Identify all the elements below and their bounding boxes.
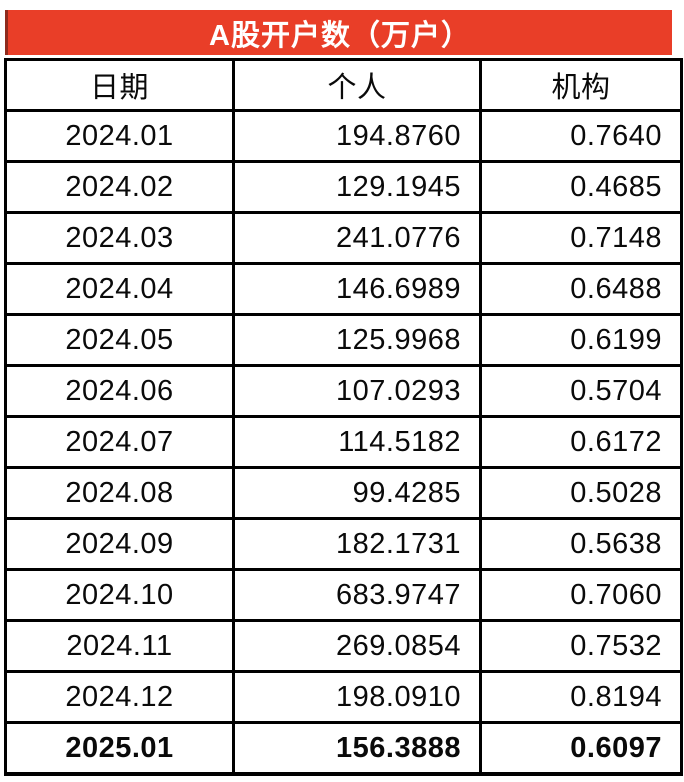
column-header-date: 日期 [4, 58, 235, 112]
table-row: 2024.03 241.0776 0.7148 [4, 211, 683, 265]
individual-value-cell: 107.0293 [232, 364, 482, 418]
institution-value-cell: 0.5704 [479, 364, 683, 418]
date-cell: 2025.01 [4, 721, 235, 776]
individual-value-cell: 125.9968 [232, 313, 482, 367]
table-row: 2024.06 107.0293 0.5704 [4, 364, 683, 418]
table-row: 2024.10 683.9747 0.7060 [4, 568, 683, 622]
institution-value-cell: 0.5028 [479, 466, 683, 520]
table-row: 2024.04 146.6989 0.6488 [4, 262, 683, 316]
date-cell: 2024.09 [4, 517, 235, 571]
date-cell: 2024.07 [4, 415, 235, 469]
institution-value-cell: 0.6488 [479, 262, 683, 316]
individual-value-cell: 241.0776 [232, 211, 482, 265]
individual-value-cell: 198.0910 [232, 670, 482, 724]
account-openings-table: 日期 个人 机构 2024.01 194.8760 0.7640 2024.02 129… [4, 58, 683, 776]
table-body: 2024.01 194.8760 0.7640 2024.02 129.1945 0.46… [4, 109, 683, 776]
institution-value-cell: 0.6097 [479, 721, 683, 776]
individual-value-cell: 156.3888 [232, 721, 482, 776]
institution-value-cell: 0.6199 [479, 313, 683, 367]
date-cell: 2024.11 [4, 619, 235, 673]
individual-value-cell: 146.6989 [232, 262, 482, 316]
table-title-banner: A股开户数（万户） [5, 10, 672, 55]
individual-value-cell: 182.1731 [232, 517, 482, 571]
date-cell: 2024.01 [4, 109, 235, 163]
date-cell: 2024.02 [4, 160, 235, 214]
institution-value-cell: 0.7532 [479, 619, 683, 673]
date-cell: 2024.10 [4, 568, 235, 622]
table-row: 2024.11 269.0854 0.7532 [4, 619, 683, 673]
table-row: 2024.09 182.1731 0.5638 [4, 517, 683, 571]
column-header-institution: 机构 [479, 58, 683, 112]
table-row: 2024.12 198.0910 0.8194 [4, 670, 683, 724]
individual-value-cell: 114.5182 [232, 415, 482, 469]
institution-value-cell: 0.7148 [479, 211, 683, 265]
table-row: 2024.08 99.4285 0.5028 [4, 466, 683, 520]
table-row: 2025.01 156.3888 0.6097 [4, 721, 683, 776]
table-row: 2024.02 129.1945 0.4685 [4, 160, 683, 214]
individual-value-cell: 129.1945 [232, 160, 482, 214]
column-header-individual: 个人 [232, 58, 482, 112]
table-row: 2024.07 114.5182 0.6172 [4, 415, 683, 469]
institution-value-cell: 0.7060 [479, 568, 683, 622]
table-row: 2024.01 194.8760 0.7640 [4, 109, 683, 163]
table-row: 2024.05 125.9968 0.6199 [4, 313, 683, 367]
individual-value-cell: 269.0854 [232, 619, 482, 673]
institution-value-cell: 0.4685 [479, 160, 683, 214]
table-header: 日期 个人 机构 [4, 58, 683, 112]
institution-value-cell: 0.6172 [479, 415, 683, 469]
table-title: A股开户数（万户） [209, 19, 471, 52]
individual-value-cell: 683.9747 [232, 568, 482, 622]
header-row: 日期 个人 机构 [4, 58, 683, 112]
date-cell: 2024.05 [4, 313, 235, 367]
institution-value-cell: 0.5638 [479, 517, 683, 571]
date-cell: 2024.04 [4, 262, 235, 316]
date-cell: 2024.12 [4, 670, 235, 724]
date-cell: 2024.08 [4, 466, 235, 520]
institution-value-cell: 0.8194 [479, 670, 683, 724]
institution-value-cell: 0.7640 [479, 109, 683, 163]
individual-value-cell: 99.4285 [232, 466, 482, 520]
individual-value-cell: 194.8760 [232, 109, 482, 163]
date-cell: 2024.06 [4, 364, 235, 418]
date-cell: 2024.03 [4, 211, 235, 265]
